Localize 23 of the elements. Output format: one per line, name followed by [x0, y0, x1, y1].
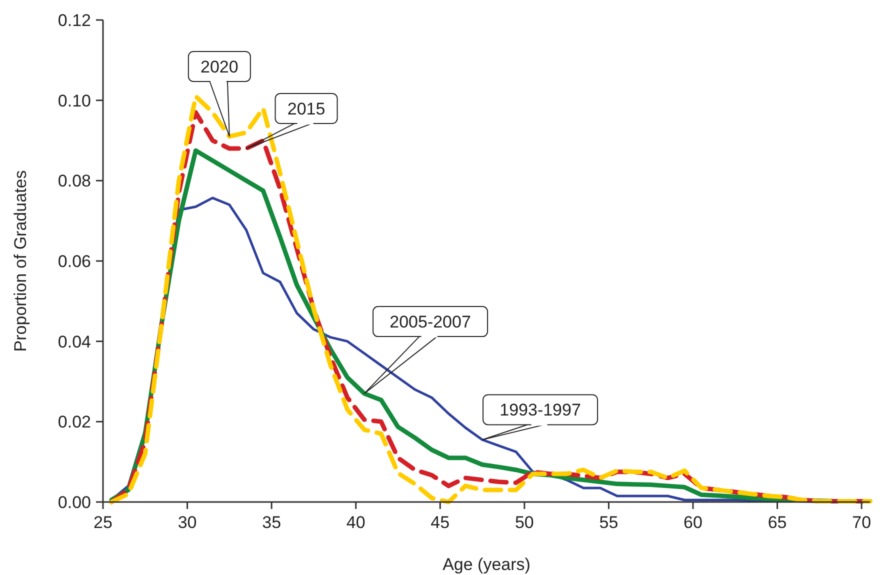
annotation: 2020	[200, 57, 238, 76]
y-tick-label: 0.06	[58, 252, 91, 271]
x-tick-label: 25	[94, 513, 112, 532]
annotation: 1993-1997	[500, 400, 581, 420]
x-tick-label: 60	[684, 513, 702, 532]
y-tick-label: 0.12	[58, 11, 91, 30]
x-tick-label: 40	[346, 513, 366, 532]
x-tick-label: 65	[768, 513, 787, 532]
y-tick-label: 0.02	[58, 412, 91, 432]
y-tick-label: 0.08	[58, 172, 91, 191]
x-tick-label: 70	[852, 513, 872, 532]
x-tick-label: 35	[262, 513, 282, 532]
annotation: 2015	[287, 100, 326, 119]
x-tick-label: 30	[178, 513, 197, 532]
y-tick-label: 0.00	[58, 493, 91, 512]
x-axis-title: Age (years)	[442, 555, 530, 574]
y-tick-label: 0.04	[58, 332, 91, 352]
annotation: 2005-2007	[390, 312, 471, 332]
x-tick-label: 55	[599, 513, 618, 532]
y-tick-label: 0.10	[58, 91, 91, 110]
x-tick-label: 50	[514, 513, 534, 532]
x-tick-label: 45	[430, 513, 450, 532]
y-axis-title: Proportion of Graduates	[11, 170, 30, 352]
